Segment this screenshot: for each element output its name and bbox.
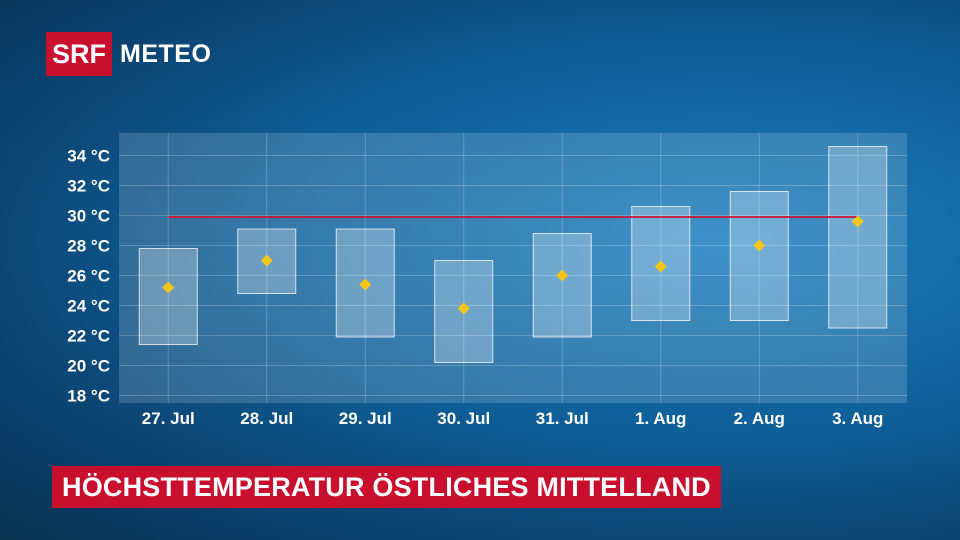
expected-marker <box>162 281 175 294</box>
x-tick-label: 29. Jul <box>339 409 392 428</box>
x-tick-label: 30. Jul <box>437 409 490 428</box>
srf-meteo-logo: SRF METEO <box>46 32 211 76</box>
chart-title: HÖCHSTTEMPERATUR ÖSTLICHES MITTELLAND <box>52 466 721 508</box>
x-tick-label: 1. Aug <box>635 409 686 428</box>
y-tick-label: 34 °C <box>67 147 110 166</box>
range-bar <box>335 228 395 338</box>
y-tick-label: 20 °C <box>67 357 110 376</box>
expected-marker <box>851 215 864 228</box>
x-tick-label: 3. Aug <box>832 409 883 428</box>
plot-area <box>119 133 907 403</box>
expected-marker <box>753 239 766 252</box>
range-bar <box>532 233 592 338</box>
y-tick-label: 24 °C <box>67 297 110 316</box>
x-tick-label: 28. Jul <box>240 409 293 428</box>
x-tick-label: 27. Jul <box>142 409 195 428</box>
srf-logo-box: SRF <box>46 32 112 76</box>
y-tick-label: 26 °C <box>67 267 110 286</box>
expected-marker <box>260 254 273 267</box>
y-tick-label: 28 °C <box>67 237 110 256</box>
range-bar <box>138 248 198 345</box>
y-tick-label: 30 °C <box>67 207 110 226</box>
range-bar <box>828 146 888 329</box>
y-tick-label: 22 °C <box>67 327 110 346</box>
y-tick-label: 32 °C <box>67 177 110 196</box>
y-tick-label: 18 °C <box>67 387 110 406</box>
x-tick-label: 2. Aug <box>734 409 785 428</box>
expected-marker <box>654 260 667 273</box>
expected-marker <box>359 278 372 291</box>
x-tick-label: 31. Jul <box>536 409 589 428</box>
meteo-logo-text: METEO <box>120 39 212 68</box>
range-bar <box>729 191 789 321</box>
expected-marker <box>457 302 470 315</box>
expected-marker <box>556 269 569 282</box>
